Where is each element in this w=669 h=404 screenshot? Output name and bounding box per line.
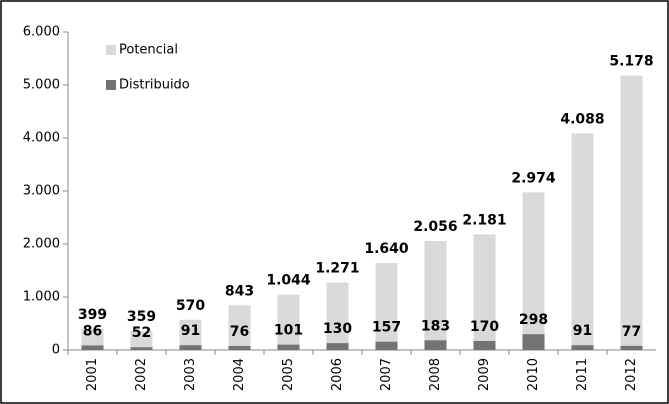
bar [424, 340, 447, 350]
bar [424, 241, 447, 350]
x-tick-label: 2006 [330, 358, 345, 391]
bar [522, 192, 545, 350]
bar [81, 328, 104, 350]
bar [522, 334, 545, 350]
bar [130, 330, 153, 350]
bar [228, 345, 251, 350]
value-label: 4.088 [560, 111, 604, 127]
value-label: 2.056 [413, 219, 457, 235]
bar [277, 294, 300, 350]
x-tick-label: 2011 [575, 358, 590, 391]
value-label: 1.044 [266, 273, 311, 289]
legend-swatch [106, 45, 116, 55]
x-tick-label: 2003 [183, 358, 198, 391]
bar [228, 305, 251, 350]
legend-swatch [106, 80, 116, 90]
value-label: 170 [470, 319, 499, 335]
bar [326, 282, 349, 350]
value-label: 183 [421, 318, 450, 334]
x-tick-label: 2008 [428, 358, 443, 391]
legend-label: Distribuido [119, 78, 190, 93]
bar [571, 345, 594, 350]
x-tick-label: 2004 [232, 358, 247, 391]
value-label: 1.271 [315, 261, 359, 277]
value-label: 157 [372, 320, 401, 336]
value-label: 359 [127, 309, 156, 325]
value-label: 91 [573, 323, 592, 339]
value-label: 77 [622, 324, 641, 340]
value-label: 2.181 [462, 212, 506, 228]
y-tick-label: 0 [52, 343, 60, 358]
x-tick-label: 2009 [477, 358, 492, 391]
value-label: 52 [132, 325, 151, 341]
bar [620, 75, 643, 350]
value-label: 570 [176, 298, 205, 314]
y-tick-label: 3.000 [23, 184, 60, 199]
bar [620, 345, 643, 350]
value-label: 298 [519, 312, 548, 328]
x-tick-label: 2005 [281, 358, 296, 391]
value-label: 843 [225, 283, 254, 299]
y-tick-label: 6.000 [23, 25, 60, 40]
bar [179, 345, 202, 350]
x-tick-label: 2012 [624, 358, 639, 391]
y-tick-label: 4.000 [23, 131, 60, 146]
bar [375, 263, 398, 350]
bar [473, 340, 496, 350]
bar [571, 133, 594, 350]
value-label: 2.974 [511, 170, 556, 186]
x-tick-label: 2007 [379, 358, 394, 391]
value-label: 1.640 [364, 241, 409, 257]
legend-label: Potencial [119, 43, 178, 58]
x-tick-label: 2001 [85, 358, 100, 391]
value-label: 130 [323, 321, 352, 337]
value-label: 91 [181, 323, 200, 339]
value-label: 5.178 [609, 54, 653, 70]
x-tick-label: 2002 [134, 358, 149, 391]
bar [179, 319, 202, 350]
value-label: 399 [78, 307, 107, 323]
bar [130, 347, 153, 350]
bar [473, 234, 496, 350]
value-label: 76 [230, 324, 249, 340]
y-tick-label: 1.000 [23, 290, 60, 305]
bar [326, 343, 349, 350]
bar [375, 341, 398, 350]
bar [81, 345, 104, 350]
value-label: 101 [274, 323, 303, 339]
value-label: 86 [83, 323, 102, 339]
bar [277, 344, 300, 350]
x-tick-label: 2010 [526, 358, 541, 391]
y-tick-label: 2.000 [23, 237, 60, 252]
y-tick-label: 5.000 [23, 78, 60, 93]
